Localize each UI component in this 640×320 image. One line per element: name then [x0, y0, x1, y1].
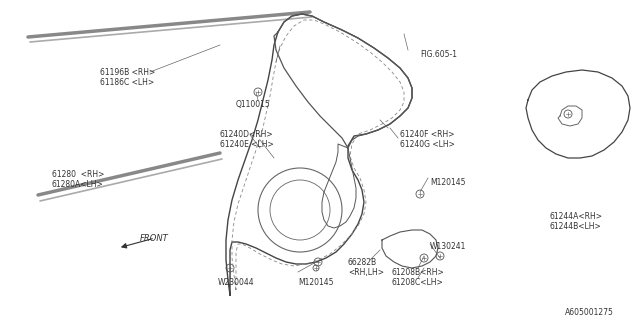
- Text: 61244B<LH>: 61244B<LH>: [550, 222, 602, 231]
- Text: 61240G <LH>: 61240G <LH>: [400, 140, 455, 149]
- Text: 61186C <LH>: 61186C <LH>: [100, 78, 154, 87]
- Text: M120145: M120145: [298, 278, 333, 287]
- Text: 61196B <RH>: 61196B <RH>: [100, 68, 156, 77]
- Text: W130241: W130241: [430, 242, 467, 251]
- Text: FRONT: FRONT: [140, 234, 169, 243]
- Text: W230044: W230044: [218, 278, 255, 287]
- Text: <RH,LH>: <RH,LH>: [348, 268, 384, 277]
- Text: 61208B<RH>: 61208B<RH>: [392, 268, 445, 277]
- Text: 66282B: 66282B: [348, 258, 377, 267]
- Text: M120145: M120145: [430, 178, 465, 187]
- Text: 61240F <RH>: 61240F <RH>: [400, 130, 454, 139]
- Text: 61280  <RH>: 61280 <RH>: [52, 170, 104, 179]
- Text: 61240E <LH>: 61240E <LH>: [220, 140, 274, 149]
- Text: 61208C<LH>: 61208C<LH>: [392, 278, 444, 287]
- Text: Q110015: Q110015: [236, 100, 271, 109]
- Text: A605001275: A605001275: [565, 308, 614, 317]
- Text: 61240D<RH>: 61240D<RH>: [220, 130, 274, 139]
- Text: 61280A<LH>: 61280A<LH>: [52, 180, 104, 189]
- Text: FIG.605-1: FIG.605-1: [420, 50, 457, 59]
- Text: 61244A<RH>: 61244A<RH>: [550, 212, 603, 221]
